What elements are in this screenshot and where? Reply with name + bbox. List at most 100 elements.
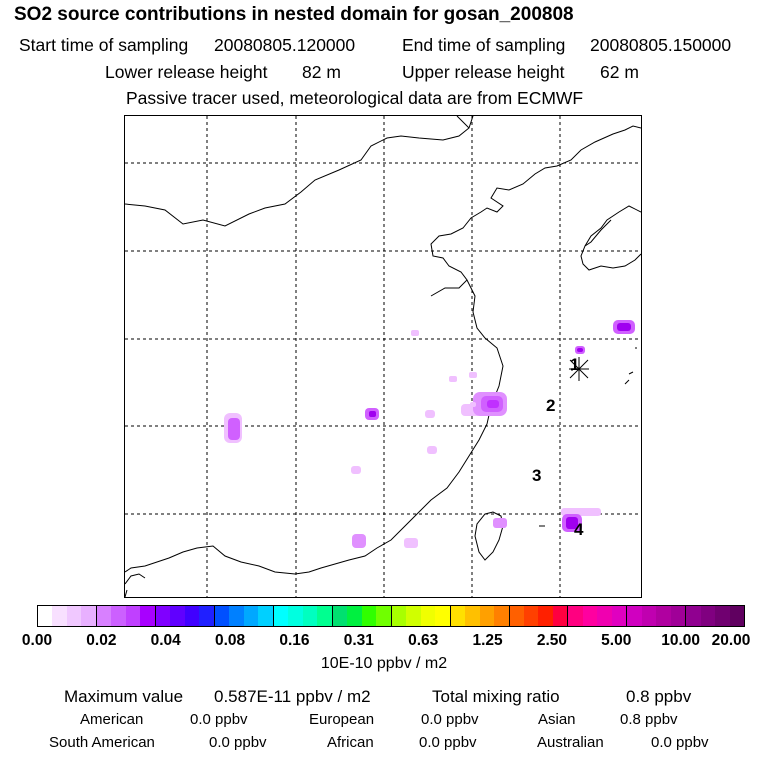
colorbar-cell — [258, 606, 274, 626]
max-value: 0.587E-11 ppbv / m2 — [214, 687, 371, 706]
colorbar-tick-label: 10.00 — [661, 632, 701, 649]
colorbar-cell — [729, 606, 745, 626]
coastlines — [125, 116, 641, 597]
total-mixing-value: 0.8 ppbv — [626, 687, 692, 706]
colorbar-cell — [627, 606, 642, 626]
colorbar-cell — [66, 606, 82, 626]
upper-height-label: Upper release height — [402, 62, 565, 82]
colorbar-cell — [273, 606, 289, 626]
plume-patch — [469, 372, 477, 378]
map-panel: 1 2 3 4 — [124, 115, 642, 598]
receptor-label-1: 1 — [570, 355, 579, 374]
receptor-label-3: 3 — [532, 466, 541, 485]
plume-patch — [449, 376, 457, 382]
region-name: Australian — [537, 734, 604, 751]
colorbar-tick-label: 0.16 — [279, 632, 310, 649]
receptor-label-4: 4 — [574, 520, 584, 539]
plume-patch — [352, 534, 366, 548]
upper-height-value: 62 m — [600, 62, 639, 82]
colorbar-cell — [509, 606, 524, 626]
colorbar-cell — [155, 606, 171, 626]
plume-patch — [412, 330, 418, 336]
plume-patch — [404, 538, 418, 548]
colorbar-cell — [670, 606, 687, 626]
colorbar-cell — [214, 606, 230, 626]
colorbar-cell — [420, 606, 436, 626]
region-value: 0.0 ppbv — [651, 734, 709, 751]
colorbar-cell — [465, 606, 480, 626]
plume-field — [224, 320, 635, 548]
region-name: European — [309, 711, 375, 728]
colorbar-cell — [38, 606, 53, 626]
colorbar-cell — [479, 606, 495, 626]
colorbar — [37, 605, 745, 627]
colorbar-cell — [435, 606, 451, 626]
plume-patch — [617, 323, 631, 331]
colorbar-cell — [361, 606, 377, 626]
colorbar-cell — [288, 606, 303, 626]
lower-height-value: 82 m — [302, 62, 341, 82]
region-value: 0.0 ppbv — [190, 711, 248, 728]
colorbar-cell — [140, 606, 156, 626]
total-mixing-label: Total mixing ratio — [432, 687, 560, 706]
plume-patch — [351, 466, 361, 474]
colorbar-cell — [125, 606, 141, 626]
map-canvas: 1 2 3 4 — [125, 116, 641, 597]
colorbar-cell — [450, 606, 466, 626]
colorbar-cell — [656, 606, 671, 626]
start-time-value: 20080805.120000 — [214, 35, 356, 55]
plume-patch — [369, 411, 376, 417]
plume-patch — [425, 410, 435, 418]
colorbar-cell — [406, 606, 421, 626]
start-time-label: Start time of sampling — [19, 35, 189, 55]
region-value: 0.8 ppbv — [620, 711, 678, 728]
colorbar-tick-label: 0.31 — [343, 632, 374, 649]
colorbar-cell — [96, 606, 112, 626]
plume-patch — [470, 402, 476, 407]
plume-patch — [577, 348, 583, 352]
plume-patch — [228, 418, 240, 440]
colorbar-tick-label: 5.00 — [601, 632, 632, 649]
region-name: Asian — [538, 711, 576, 728]
colorbar-cell — [317, 606, 333, 626]
colorbar-cell — [686, 606, 701, 626]
colorbar-cell — [111, 606, 126, 626]
colorbar-cell — [715, 606, 730, 626]
colorbar-cell — [568, 606, 583, 626]
colorbar-cell — [170, 606, 185, 626]
region-value: 0.0 ppbv — [209, 734, 267, 751]
plume-patch — [493, 518, 507, 528]
colorbar-cell — [376, 606, 392, 626]
colorbar-tick-label: 0.04 — [150, 632, 181, 649]
receptor-label-2: 2 — [546, 396, 555, 415]
colorbar-cell — [199, 606, 215, 626]
map-grid — [125, 116, 641, 597]
colorbar-cell — [523, 606, 539, 626]
colorbar-cell — [81, 606, 97, 626]
region-name: South American — [49, 734, 155, 751]
end-time-value: 20080805.150000 — [590, 35, 732, 55]
colorbar-cell — [391, 606, 407, 626]
colorbar-tick-label: 2.50 — [536, 632, 567, 649]
tracer-note: Passive tracer used, meteorological data… — [126, 88, 584, 108]
region-name: African — [327, 734, 374, 751]
colorbar-cell — [552, 606, 569, 626]
plume-patch — [566, 517, 578, 529]
lower-height-label: Lower release height — [105, 62, 268, 82]
max-value-label: Maximum value — [64, 687, 184, 706]
colorbar-cell — [332, 606, 348, 626]
plume-patch — [427, 446, 437, 454]
colorbar-cell — [611, 606, 628, 626]
colorbar-cell — [302, 606, 318, 626]
colorbar-cell — [494, 606, 510, 626]
plume-patch — [487, 400, 499, 408]
region-name: American — [80, 711, 144, 728]
colorbar-cell — [597, 606, 612, 626]
region-value: 0.0 ppbv — [421, 711, 479, 728]
colorbar-units: 10E-10 ppbv / m2 — [320, 655, 448, 672]
colorbar-tick-label: 0.08 — [214, 632, 246, 649]
receptor-marker-icon — [569, 357, 589, 381]
colorbar-tick-label: 0.63 — [408, 632, 439, 649]
colorbar-tick-label: 20.00 — [711, 632, 751, 649]
colorbar-cell — [641, 606, 657, 626]
